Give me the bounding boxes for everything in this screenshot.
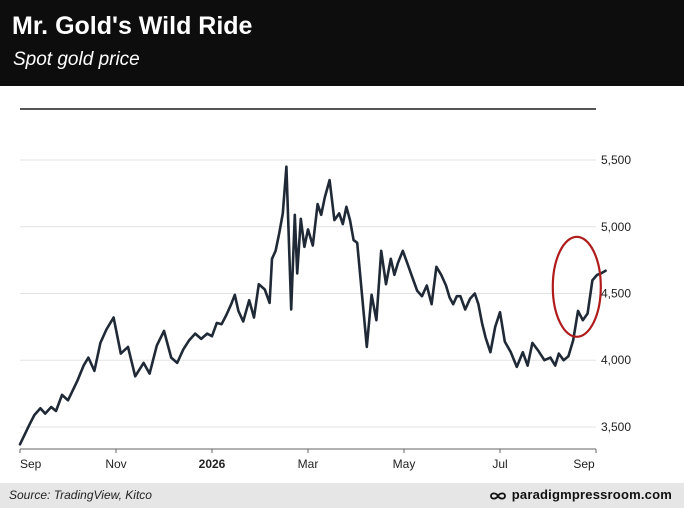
x-tick-label: Mar	[298, 457, 319, 471]
chart-title: Mr. Gold's Wild Ride	[12, 12, 253, 40]
x-tick-label: Sep	[573, 457, 595, 471]
x-tick-label: Sep	[20, 457, 42, 471]
infinity-icon	[489, 492, 506, 500]
chart-subtitle: Spot gold price	[13, 49, 140, 70]
y-tick-label: 4,000	[601, 353, 631, 367]
x-tick-label: Jul	[492, 457, 507, 471]
y-tick-label: 4,500	[601, 287, 631, 301]
chart-top-rule	[20, 108, 596, 110]
brand-label: paradigmpressroom.com	[489, 487, 672, 502]
chart-header: Mr. Gold's Wild Ride Spot gold price	[0, 0, 684, 86]
chart-footer: Source: TradingView, Kitco paradigmpress…	[0, 483, 684, 508]
y-tick-label: 5,500	[601, 153, 631, 167]
x-axis-tick-labels: Sep Nov 2026 Mar May Jul Sep	[19, 449, 597, 471]
y-axis-tick-labels: 3,500 4,000 4,500 5,000 5,500	[601, 153, 631, 434]
highlight-ellipse	[551, 235, 602, 338]
x-tick-label: May	[393, 457, 416, 471]
y-tick-label: 5,000	[601, 220, 631, 234]
brand-text: paradigmpressroom.com	[511, 487, 672, 502]
source-note: Source: TradingView, Kitco	[9, 488, 152, 502]
x-tick-label: 2026	[199, 457, 226, 471]
x-tick-label: Nov	[105, 457, 126, 471]
y-tick-label: 3,500	[601, 420, 631, 434]
series-line-gold-price	[18, 165, 607, 446]
gridlines	[20, 159, 596, 428]
gold-price-chart: 3,500 4,000 4,500 5,000 5,500 Sep Nov 2026 Mar M…	[18, 153, 631, 471]
